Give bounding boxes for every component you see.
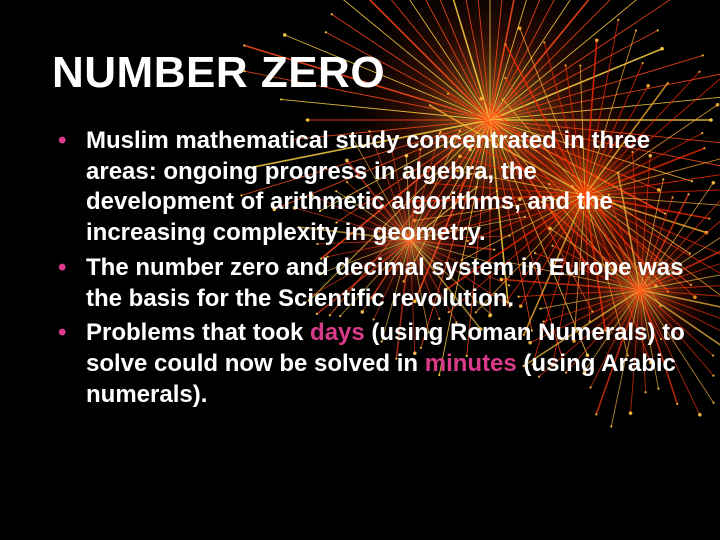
bullet-item: Muslim mathematical study concentrated i… xyxy=(56,126,690,249)
bullet-text-accent: days xyxy=(310,319,365,346)
bullet-text-accent: minutes xyxy=(425,350,517,377)
slide-title: NUMBER ZERO xyxy=(52,48,690,98)
bullet-list: Muslim mathematical study concentrated i… xyxy=(52,126,690,410)
slide-content: NUMBER ZERO Muslim mathematical study co… xyxy=(0,0,720,434)
bullet-text: Problems that took xyxy=(86,319,310,346)
bullet-text: The number zero and decimal system in Eu… xyxy=(86,254,684,312)
bullet-item: Problems that took days (using Roman Num… xyxy=(56,318,690,410)
bullet-item: The number zero and decimal system in Eu… xyxy=(56,253,690,314)
bullet-text: Muslim mathematical study concentrated i… xyxy=(86,127,650,246)
